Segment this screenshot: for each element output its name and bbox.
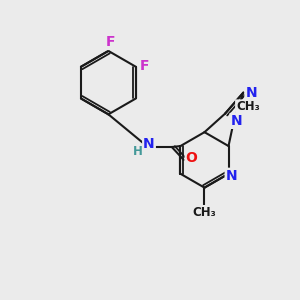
Text: N: N bbox=[245, 86, 257, 100]
Text: O: O bbox=[186, 151, 197, 165]
Text: N: N bbox=[230, 114, 242, 128]
Text: CH₃: CH₃ bbox=[193, 206, 216, 219]
Text: N: N bbox=[226, 169, 237, 183]
Text: H: H bbox=[133, 146, 143, 158]
Text: CH₃: CH₃ bbox=[236, 100, 260, 113]
Text: F: F bbox=[106, 35, 115, 49]
Text: N: N bbox=[143, 137, 155, 151]
Text: F: F bbox=[140, 59, 149, 73]
